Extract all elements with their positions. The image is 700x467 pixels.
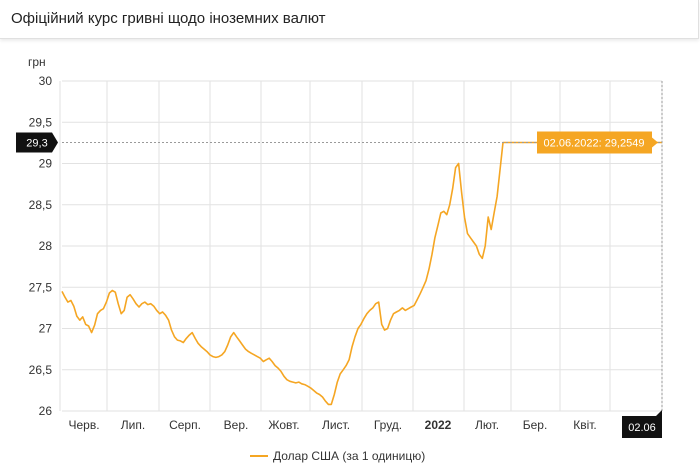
crosshair-x-badge: 02.06 [622,410,662,438]
x-tick-label: Груд. [374,418,402,432]
y-tick-label: 28 [39,239,53,253]
legend[interactable]: Долар США (за 1 одиницю) [250,449,425,463]
y-tick-label: 27 [39,322,53,336]
y-tick-label: 28,5 [29,198,53,212]
y-tick-label: 30 [39,74,53,88]
x-tick-label: Лист. [322,418,350,432]
series-line-usd[interactable] [61,141,662,406]
x-tick-label: Серп. [169,418,201,432]
grid-lines [59,80,663,412]
x-tick-label: Черв. [68,418,99,432]
x-tick-label: Лип. [121,418,145,432]
crosshair-x-label: 02.06 [628,422,656,434]
x-tick-label: Вер. [224,418,249,432]
crosshair-y-label: 29,3 [26,137,47,149]
crosshair: 29,3 02.06.2022: 29,2549 02.06 [16,81,663,438]
x-tick-label: Бер. [523,418,548,432]
x-axis-ticks: Черв. Лип. Серп. Вер. Жовт. Лист. Груд. 2022 Лют… [68,418,596,432]
x-tick-label: 2022 [425,418,452,432]
tooltip: 02.06.2022: 29,2549 [537,131,658,154]
series-layer [61,141,662,406]
chart-header: Офіційний курс гривні щодо іноземних вал… [0,0,699,39]
crosshair-y-badge: 29,3 [16,132,58,153]
legend-label[interactable]: Долар США (за 1 одиницю) [273,449,425,463]
y-tick-label: 26,5 [29,363,53,377]
y-tick-label: 29,5 [29,115,53,129]
y-tick-label: 27,5 [29,280,53,294]
tooltip-text: 02.06.2022: 29,2549 [544,137,645,149]
chart-title: Офіційний курс гривні щодо іноземних вал… [11,10,326,27]
y-axis-unit: грн [28,55,46,69]
x-tick-label: Лют. [475,418,499,432]
y-tick-label: 26 [39,404,53,418]
y-axis-ticks: 30 29,5 29 28,5 28 27,5 27 26,5 26 [29,74,53,418]
x-tick-label: Жовт. [268,418,299,432]
x-tick-label: Квіт. [573,418,597,432]
y-tick-label: 29 [39,157,53,171]
